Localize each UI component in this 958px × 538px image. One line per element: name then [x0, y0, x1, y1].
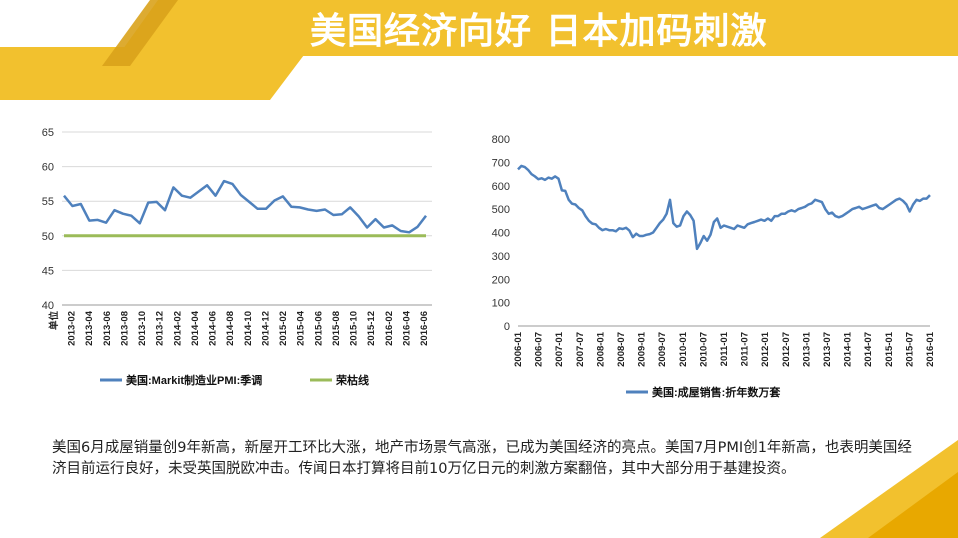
x-tick-label: 2014-07: [863, 332, 874, 367]
x-tick-label: 2016-02: [384, 311, 395, 346]
y-tick-label: 55: [42, 196, 54, 208]
x-tick-label: 2014-06: [208, 311, 219, 346]
body-paragraph: 美国6月成屋销量创9年新高，新屋开工环比大涨，地产市场景气高涨，已成为美国经济的…: [52, 440, 912, 477]
x-tick-label: 2016-06: [419, 311, 430, 346]
x-tick-label: 2012-01: [760, 331, 771, 367]
y-tick-label: 45: [42, 265, 54, 277]
x-tick-label: 2008-07: [616, 332, 627, 367]
y-tick-label: 40: [42, 300, 54, 312]
header-slash-dark: [102, 0, 178, 66]
x-tick-label: 2014-12: [260, 311, 271, 346]
x-tick-label: 2014-02: [172, 311, 183, 346]
x-tick-label: 2013-07: [822, 332, 833, 367]
x-tick-label: 2013-02: [67, 311, 78, 346]
legend-label: 荣枯线: [335, 373, 369, 387]
legend-label: 美国:Markit制造业PMI:季调: [126, 373, 262, 387]
x-tick-label: 2015-10: [349, 311, 360, 346]
x-tick-label: 2011-01: [719, 331, 730, 366]
header-bar-yellow: [0, 47, 310, 100]
x-tick-label: 2011-07: [740, 332, 751, 366]
x-tick-label: 2016-01: [925, 331, 936, 367]
x-tick-label: 2014-01: [843, 331, 854, 367]
y-tick-label: 100: [492, 298, 510, 310]
x-tick-label: 2015-12: [366, 311, 377, 346]
x-tick-label: 2013-04: [84, 310, 95, 346]
x-tick-label: 2010-01: [678, 331, 689, 367]
x-tick-label: 2015-01: [884, 331, 895, 367]
footer-corner-dark: [868, 472, 958, 538]
x-tick-label: 2008-01: [595, 331, 606, 367]
x-tick-label: 2013-08: [119, 311, 130, 346]
y-tick-label: 65: [42, 127, 54, 139]
x-tick-label: 2015-08: [331, 311, 342, 346]
legend-item: 美国:成屋销售:折年数万套: [626, 385, 781, 398]
x-tick-label: 2006-01: [513, 331, 524, 367]
x-tick-label: 2007-01: [554, 331, 565, 367]
x-tick-label: 2014-04: [190, 310, 201, 346]
x-tick-label: 2014-08: [225, 311, 236, 346]
series-line: [63, 179, 427, 234]
x-tick-label: 2007-07: [575, 332, 586, 367]
pmi-chart: 40 45 50 55 60 65 单位 2013-02 2013-04 2013-06 2013-…: [42, 127, 432, 387]
header-banner-yellow: [118, 0, 958, 56]
x-tick-label: 2015-04: [296, 310, 307, 346]
x-tick-label: 单位: [48, 311, 60, 331]
legend-item: 美国:Markit制造业PMI:季调: [100, 373, 262, 387]
y-tick-label: 400: [492, 228, 510, 240]
x-tick-label: 2010-07: [698, 332, 709, 367]
y-tick-label: 700: [492, 157, 510, 169]
page-title: 美国经济向好 日本加码刺激: [310, 11, 768, 52]
y-tick-label: 0: [504, 321, 510, 333]
legend-item: 荣枯线: [310, 373, 369, 387]
x-tick-label: 2013-01: [801, 331, 812, 367]
x-tick-label: 2013-10: [137, 311, 148, 346]
x-tick-label: 2006-07: [534, 332, 545, 367]
y-tick-label: 500: [492, 204, 510, 216]
x-tick-label: 2015-07: [904, 332, 915, 367]
y-tick-label: 50: [42, 231, 54, 243]
x-tick-label: 2015-06: [313, 311, 324, 346]
x-tick-label: 2013-12: [155, 311, 166, 346]
y-tick-label: 200: [492, 274, 510, 286]
x-tick-label: 2009-01: [637, 331, 648, 367]
x-tick-label: 2015-02: [278, 311, 289, 346]
x-tick-label: 2013-06: [102, 311, 113, 346]
y-tick-label: 800: [492, 134, 510, 146]
x-tick-label: 2012-07: [781, 332, 792, 367]
series-line: [517, 164, 931, 251]
x-tick-label: 2014-10: [243, 311, 254, 346]
y-tick-label: 600: [492, 181, 510, 193]
legend-label: 美国:成屋销售:折年数万套: [652, 385, 781, 398]
x-tick-label: 2016-04: [401, 310, 412, 346]
x-tick-label: 2009-07: [657, 332, 668, 367]
y-tick-label: 300: [492, 251, 510, 263]
home-sales-chart: 0 100 200 300 400 500 600 700 800 2006-01 2006-07 2…: [492, 134, 936, 398]
y-tick-label: 60: [42, 162, 54, 174]
